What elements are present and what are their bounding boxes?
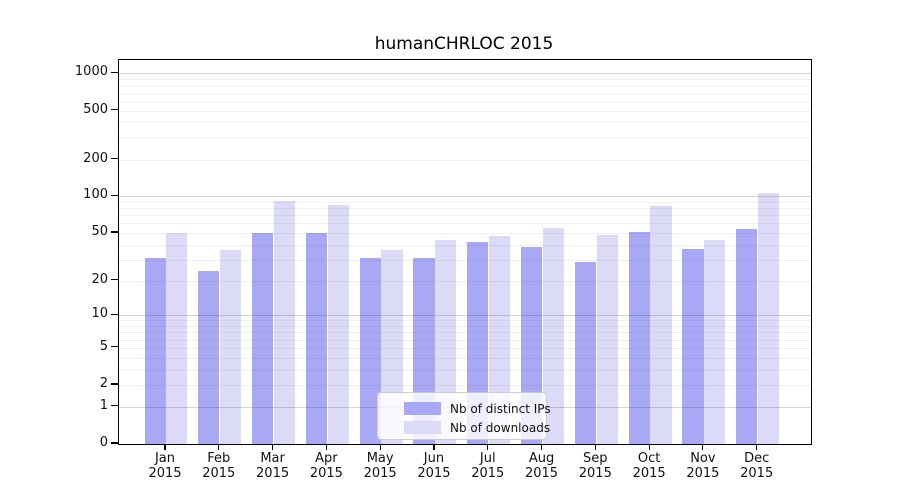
gridline-100 bbox=[119, 196, 811, 198]
y-tick-label-200: 200 bbox=[83, 150, 108, 166]
x-tick-label-sep: Sep 2015 bbox=[578, 451, 612, 481]
x-tick-aug bbox=[540, 444, 543, 450]
legend-label-distinct-ips: Nb of distinct IPs bbox=[450, 401, 551, 416]
x-tick-feb bbox=[218, 444, 220, 450]
y-tick-label-5: 5 bbox=[99, 338, 108, 354]
plot-area bbox=[118, 59, 812, 445]
bar-distinct-ips-apr bbox=[305, 233, 328, 444]
bar-distinct-ips-feb bbox=[198, 271, 220, 444]
gridline-60 bbox=[119, 223, 811, 225]
legend-item-distinct-ips: Nb of distinct IPs bbox=[404, 400, 551, 417]
x-tick-label-may: May 2015 bbox=[363, 451, 397, 481]
y-tick-1000 bbox=[111, 71, 118, 73]
x-tick-nov bbox=[702, 444, 704, 450]
y-tick-label-10: 10 bbox=[91, 306, 108, 322]
x-tick-may bbox=[379, 444, 381, 450]
bar-distinct-ips-sep bbox=[574, 261, 596, 444]
x-tick-dec bbox=[756, 444, 758, 450]
gridline-200 bbox=[119, 159, 811, 161]
y-tick-label-1: 1 bbox=[99, 397, 108, 413]
y-tick-500 bbox=[111, 108, 118, 111]
y-tick-1 bbox=[111, 405, 118, 407]
y-tick-100 bbox=[111, 194, 118, 197]
gridline-1000 bbox=[119, 73, 811, 75]
gridline-500 bbox=[119, 110, 811, 112]
y-tick-50 bbox=[111, 231, 118, 233]
x-tick-label-aug: Aug 2015 bbox=[524, 451, 559, 481]
x-tick-label-mar: Mar 2015 bbox=[256, 451, 290, 481]
y-tick-label-20: 20 bbox=[91, 271, 108, 287]
gridline-70 bbox=[119, 215, 811, 217]
y-tick-label-500: 500 bbox=[83, 101, 108, 117]
x-tick-label-nov: Nov 2015 bbox=[686, 451, 720, 481]
gridline-50 bbox=[119, 233, 811, 235]
y-tick-20 bbox=[111, 279, 118, 281]
bar-distinct-ips-nov bbox=[682, 248, 704, 444]
bar-distinct-ips-mar bbox=[252, 233, 274, 444]
gridline-300 bbox=[119, 137, 811, 139]
bar-distinct-ips-jan bbox=[144, 258, 166, 444]
bar-downloads-jan bbox=[166, 233, 188, 444]
y-tick-10 bbox=[111, 313, 118, 315]
y-tick-label-1000: 1000 bbox=[74, 64, 108, 80]
gridline-80 bbox=[119, 208, 811, 210]
x-tick-label-oct: Oct 2015 bbox=[632, 451, 666, 481]
bar-distinct-ips-dec bbox=[736, 229, 758, 444]
x-tick-oct bbox=[648, 444, 650, 450]
gridline-90 bbox=[119, 202, 811, 204]
y-tick-label-100: 100 bbox=[83, 187, 108, 203]
gridline-800 bbox=[119, 85, 811, 87]
bar-downloads-oct bbox=[650, 206, 672, 444]
legend-swatch-distinct-ips bbox=[404, 402, 441, 415]
x-tick-mar bbox=[271, 444, 274, 450]
gridline-900 bbox=[119, 79, 811, 81]
legend-label-downloads: Nb of downloads bbox=[450, 420, 551, 435]
gridline-700 bbox=[119, 92, 811, 94]
x-tick-label-jan: Jan 2015 bbox=[148, 451, 182, 481]
bar-downloads-dec bbox=[757, 193, 780, 444]
bar-downloads-apr bbox=[327, 205, 349, 444]
x-tick-jan bbox=[164, 444, 166, 450]
x-tick-label-feb: Feb 2015 bbox=[202, 451, 236, 481]
x-tick-label-jul: Jul 2015 bbox=[471, 451, 505, 481]
y-tick-5 bbox=[111, 346, 118, 348]
y-tick-200 bbox=[111, 157, 118, 160]
x-tick-jun bbox=[433, 444, 435, 450]
x-tick-label-apr: Apr 2015 bbox=[309, 451, 343, 481]
bar-downloads-sep bbox=[596, 235, 618, 444]
y-tick-label-50: 50 bbox=[91, 224, 108, 240]
legend-item-downloads: Nb of downloads bbox=[404, 419, 550, 436]
legend: Nb of distinct IPs Nb of downloads bbox=[377, 392, 551, 440]
bar-distinct-ips-oct bbox=[628, 232, 650, 444]
x-tick-label-dec: Dec 2015 bbox=[740, 451, 774, 481]
x-tick-jul bbox=[487, 444, 489, 450]
bar-downloads-mar bbox=[273, 200, 296, 444]
y-tick-0 bbox=[111, 442, 118, 444]
bar-distinct-ips-may bbox=[359, 258, 381, 444]
x-tick-apr bbox=[325, 444, 327, 450]
bar-downloads-feb bbox=[220, 250, 242, 444]
x-tick-sep bbox=[594, 444, 596, 450]
gridline-400 bbox=[119, 122, 811, 124]
y-tick-label-0: 0 bbox=[99, 435, 108, 450]
bar-downloads-aug bbox=[542, 228, 565, 444]
chart-title: humanCHRLOC 2015 bbox=[374, 34, 554, 54]
bar-downloads-nov bbox=[704, 239, 726, 444]
y-tick-label-2: 2 bbox=[99, 376, 108, 392]
gridline-600 bbox=[119, 100, 811, 102]
x-tick-label-jun: Jun 2015 bbox=[417, 451, 451, 481]
legend-swatch-downloads bbox=[404, 421, 441, 434]
y-tick-2 bbox=[111, 383, 118, 385]
